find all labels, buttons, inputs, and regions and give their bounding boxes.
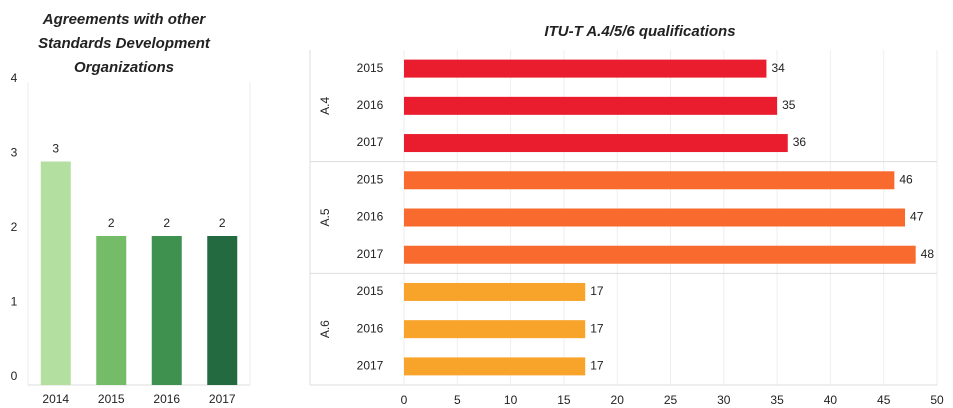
data-label: 17 bbox=[590, 284, 604, 298]
bar bbox=[404, 245, 916, 264]
bar bbox=[40, 161, 71, 385]
y-tick-label: 2015 bbox=[357, 61, 384, 75]
bar bbox=[404, 134, 788, 153]
x-tick-label: 35 bbox=[770, 393, 784, 407]
x-tick-label: 15 bbox=[557, 393, 571, 407]
y-tick-label: 2017 bbox=[357, 247, 384, 261]
bar bbox=[207, 236, 238, 385]
data-label: 46 bbox=[899, 172, 913, 186]
x-tick-label: 2016 bbox=[153, 392, 180, 406]
y-tick-label: 2016 bbox=[357, 98, 384, 112]
data-label: 17 bbox=[590, 359, 604, 373]
y-tick-label: 2 bbox=[11, 220, 18, 234]
x-tick-label: 45 bbox=[877, 393, 891, 407]
y-tick-label: 0 bbox=[11, 369, 18, 383]
y-tick-label: 2015 bbox=[357, 172, 384, 186]
group-label: A.4 bbox=[318, 97, 332, 115]
bar bbox=[96, 236, 127, 385]
data-label: 17 bbox=[590, 321, 604, 335]
x-tick-label: 2015 bbox=[98, 392, 125, 406]
y-tick-label: 2016 bbox=[357, 210, 384, 224]
x-tick-label: 50 bbox=[930, 393, 944, 407]
bar bbox=[404, 282, 586, 301]
x-tick-label: 10 bbox=[504, 393, 518, 407]
bar bbox=[404, 171, 895, 190]
data-label: 34 bbox=[771, 61, 785, 75]
bar bbox=[151, 236, 182, 385]
x-tick-label: 2017 bbox=[209, 392, 236, 406]
x-tick-label: 5 bbox=[454, 393, 461, 407]
data-label: 35 bbox=[782, 98, 796, 112]
data-label: 2 bbox=[163, 216, 170, 230]
data-label: 3 bbox=[52, 142, 59, 156]
y-tick-label: 2017 bbox=[357, 359, 384, 373]
y-tick-label: 1 bbox=[11, 295, 18, 309]
data-label: 48 bbox=[921, 247, 935, 261]
bar bbox=[404, 59, 767, 78]
data-label: 47 bbox=[910, 210, 924, 224]
y-tick-label: 4 bbox=[11, 71, 18, 85]
chart-title: Agreements with other Standards Developm… bbox=[38, 11, 210, 76]
y-tick-label: 2017 bbox=[357, 135, 384, 149]
bar bbox=[404, 96, 778, 115]
chart-title: ITU-T A.4/5/6 qualifications bbox=[544, 23, 735, 40]
x-tick-label: 40 bbox=[824, 393, 838, 407]
y-tick-label: 2015 bbox=[357, 284, 384, 298]
data-label: 36 bbox=[793, 135, 807, 149]
group-label: A.6 bbox=[318, 320, 332, 338]
data-label: 2 bbox=[108, 216, 115, 230]
bar bbox=[404, 208, 906, 227]
x-tick-label: 20 bbox=[611, 393, 625, 407]
group-label: A.5 bbox=[318, 208, 332, 226]
x-tick-label: 2014 bbox=[42, 392, 69, 406]
data-label: 2 bbox=[219, 216, 226, 230]
x-tick-label: 30 bbox=[717, 393, 731, 407]
x-tick-label: 25 bbox=[664, 393, 678, 407]
y-tick-label: 3 bbox=[11, 146, 18, 160]
bar bbox=[404, 320, 586, 339]
bar bbox=[404, 357, 586, 376]
y-tick-label: 2016 bbox=[357, 321, 384, 335]
x-tick-label: 0 bbox=[401, 393, 408, 407]
